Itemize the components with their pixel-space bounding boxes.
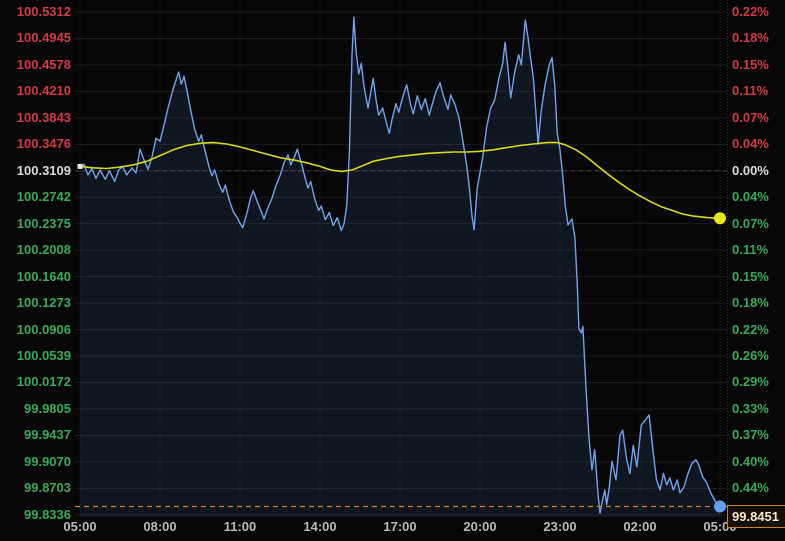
last-price-value: 99.8451 bbox=[732, 509, 779, 524]
grid-layer bbox=[75, 0, 728, 517]
series-layer bbox=[79, 16, 721, 517]
session-start-marker bbox=[77, 163, 83, 169]
price-end-dot bbox=[714, 500, 726, 513]
overlay-layer bbox=[75, 163, 785, 513]
price-line bbox=[79, 16, 721, 514]
moving-average-end-dot bbox=[714, 212, 726, 225]
last-price-badge: 99.8451 bbox=[727, 505, 785, 528]
price-area bbox=[80, 17, 720, 517]
moving-average-line bbox=[79, 141, 721, 220]
